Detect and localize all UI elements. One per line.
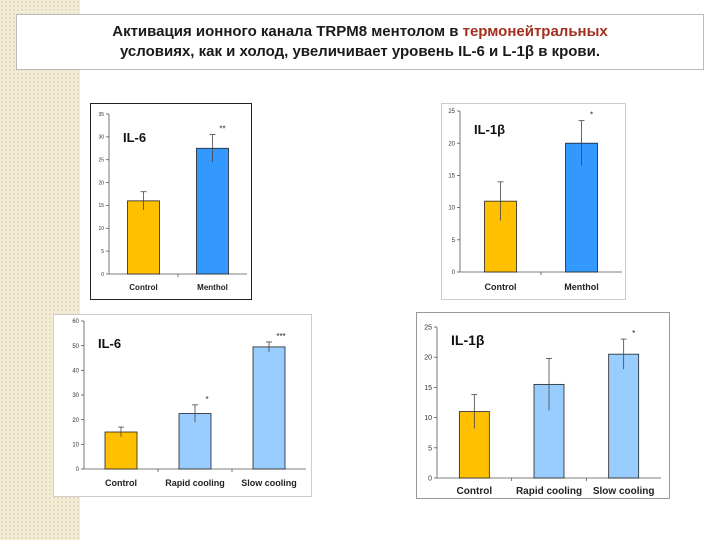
chart-il1b-menthol-svg: 0 5 10 15 20 25 IL-1β Control * Menthol bbox=[448, 109, 622, 292]
y-tick-label: 20 bbox=[448, 141, 455, 147]
chart-il6-cooling: 0 10 20 30 40 50 60 IL-6 Control * Rapid cooling **… bbox=[53, 314, 312, 497]
title-line-2: условиях, как и холод, увеличивает урове… bbox=[119, 43, 601, 60]
chart-il6-menthol: 0 5 10 15 20 25 30 35 IL-6 Control ** Menthol bbox=[90, 103, 252, 300]
decorative-stripe bbox=[0, 0, 80, 540]
y-tick-label: 25 bbox=[424, 324, 432, 331]
y-tick-label: 30 bbox=[98, 135, 104, 141]
y-tick-label: 20 bbox=[72, 418, 79, 424]
x-category-label: Control bbox=[129, 283, 157, 292]
significance-label: *** bbox=[276, 332, 285, 341]
chart-il6-menthol-svg: 0 5 10 15 20 25 30 35 IL-6 Control ** Menthol bbox=[98, 112, 247, 292]
y-tick-label: 25 bbox=[98, 157, 104, 163]
y-tick-label: 35 bbox=[98, 112, 104, 118]
y-tick-label: 5 bbox=[428, 445, 432, 452]
bar bbox=[252, 346, 286, 470]
x-category-label: Slow cooling bbox=[241, 478, 297, 488]
x-category-label: Rapid cooling bbox=[165, 478, 225, 488]
x-category-label: Control bbox=[485, 282, 517, 292]
x-category-label: Control bbox=[105, 478, 137, 488]
bar bbox=[178, 413, 212, 470]
significance-label: * bbox=[632, 329, 635, 338]
bar bbox=[608, 353, 640, 479]
bar bbox=[127, 200, 160, 275]
chart-title: IL-1β bbox=[451, 332, 485, 348]
significance-label: * bbox=[205, 395, 208, 404]
y-tick-label: 5 bbox=[101, 249, 104, 255]
chart-title: IL-1β bbox=[474, 122, 505, 137]
y-tick-label: 10 bbox=[424, 415, 432, 422]
title-line-1: Активация ионного канала TRPM8 ментолом … bbox=[112, 22, 608, 42]
chart-il1b-cooling: 0 5 10 15 20 25 IL-1β Control Rapid cooling * Slow… bbox=[416, 312, 670, 499]
y-tick-label: 50 bbox=[72, 344, 79, 350]
chart-title: IL-6 bbox=[98, 336, 121, 351]
x-category-label: Control bbox=[457, 486, 493, 497]
x-category-label: Slow cooling bbox=[593, 486, 655, 497]
x-category-label: Menthol bbox=[197, 283, 228, 292]
bar bbox=[196, 147, 229, 275]
slide-title: Активация ионного канала TRPM8 ментолом … bbox=[16, 14, 704, 70]
chart-il6-cooling-svg: 0 10 20 30 40 50 60 IL-6 Control * Rapid cooling **… bbox=[72, 319, 306, 488]
y-tick-label: 10 bbox=[72, 442, 79, 448]
title-line-1-part-a: Активация ионного канала TRPM8 ментолом … bbox=[112, 23, 463, 40]
title-line-1-accent: термонейтральных bbox=[462, 23, 608, 40]
y-tick-label: 20 bbox=[424, 355, 432, 362]
y-tick-label: 15 bbox=[98, 203, 104, 209]
chart-il1b-cooling-svg: 0 5 10 15 20 25 IL-1β Control Rapid cooling * Slow… bbox=[424, 324, 661, 497]
y-tick-label: 40 bbox=[72, 368, 79, 374]
y-tick-label: 15 bbox=[424, 385, 432, 392]
y-tick-label: 25 bbox=[448, 109, 455, 115]
y-tick-label: 0 bbox=[76, 467, 80, 473]
chart-title: IL-6 bbox=[123, 130, 146, 145]
y-tick-label: 10 bbox=[448, 206, 455, 212]
y-tick-label: 0 bbox=[428, 475, 432, 482]
y-tick-label: 30 bbox=[72, 393, 79, 399]
chart-il1b-menthol: 0 5 10 15 20 25 IL-1β Control * Menthol bbox=[441, 103, 626, 300]
x-category-label: Menthol bbox=[564, 282, 599, 292]
y-tick-label: 20 bbox=[98, 180, 104, 186]
significance-label: ** bbox=[219, 125, 225, 134]
x-category-label: Rapid cooling bbox=[516, 486, 582, 497]
significance-label: * bbox=[590, 111, 593, 120]
y-tick-label: 0 bbox=[452, 270, 456, 276]
y-tick-label: 0 bbox=[101, 272, 104, 278]
y-tick-label: 15 bbox=[448, 174, 455, 180]
bar bbox=[104, 431, 138, 470]
y-tick-label: 10 bbox=[98, 226, 104, 232]
y-tick-label: 60 bbox=[72, 319, 79, 325]
y-tick-label: 5 bbox=[452, 238, 456, 244]
